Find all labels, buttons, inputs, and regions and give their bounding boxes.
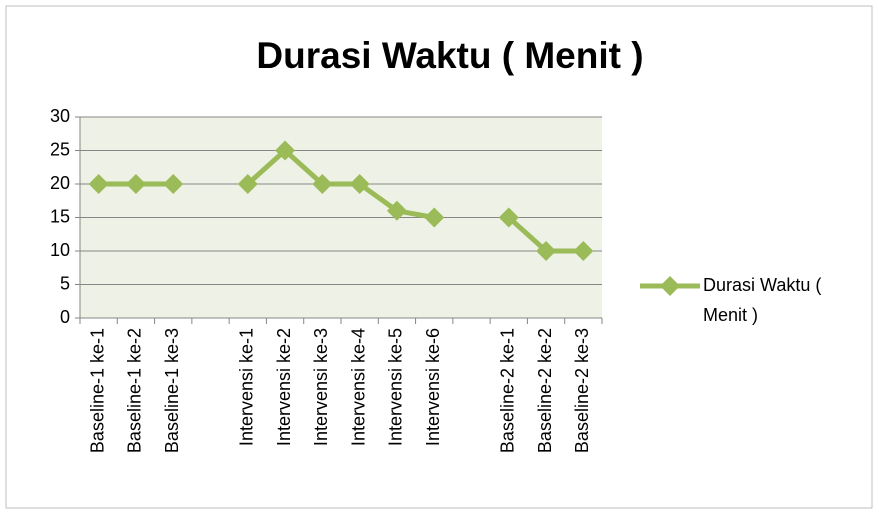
x-tick-label: Intervensi ke-5	[386, 328, 406, 446]
y-tick-label: 5	[60, 273, 70, 293]
marker	[88, 174, 109, 194]
x-tick-label: Baseline-1 ke-1	[87, 328, 107, 453]
marker	[498, 207, 519, 228]
y-tick-label: 20	[50, 173, 70, 193]
y-tick-label: 10	[50, 240, 70, 260]
legend-marker	[660, 276, 680, 296]
marker	[536, 241, 557, 261]
y-tick-label: 15	[50, 206, 70, 226]
y-tick-label: 0	[60, 307, 70, 327]
marker	[349, 174, 370, 194]
marker	[237, 174, 258, 194]
chart-title: Durasi Waktu ( Menit )	[256, 35, 643, 76]
x-tick-label: Baseline-2 ke-3	[572, 328, 592, 453]
x-tick-label: Baseline-1 ke-2	[125, 328, 145, 453]
marker	[424, 207, 445, 228]
marker	[312, 174, 333, 194]
marker	[125, 174, 146, 194]
x-tick-label: Intervensi ke-4	[348, 328, 368, 446]
legend-label: Durasi Waktu ( Menit )	[703, 275, 822, 325]
marker	[386, 200, 407, 221]
x-tick-label: Intervensi ke-1	[237, 328, 257, 446]
y-tick-label: 25	[50, 139, 70, 159]
marker	[163, 174, 184, 194]
x-tick-label: Baseline-2 ke-2	[535, 328, 555, 453]
marker	[573, 241, 594, 261]
marker	[275, 140, 296, 161]
x-tick-label: Intervensi ke-6	[423, 328, 443, 446]
x-tick-label: Baseline-2 ke-1	[498, 328, 518, 453]
x-tick-label: Intervensi ke-3	[311, 328, 331, 446]
x-tick-label: Intervensi ke-2	[274, 328, 294, 446]
x-tick-label: Baseline-1 ke-3	[162, 328, 182, 453]
y-tick-label: 30	[50, 106, 70, 126]
